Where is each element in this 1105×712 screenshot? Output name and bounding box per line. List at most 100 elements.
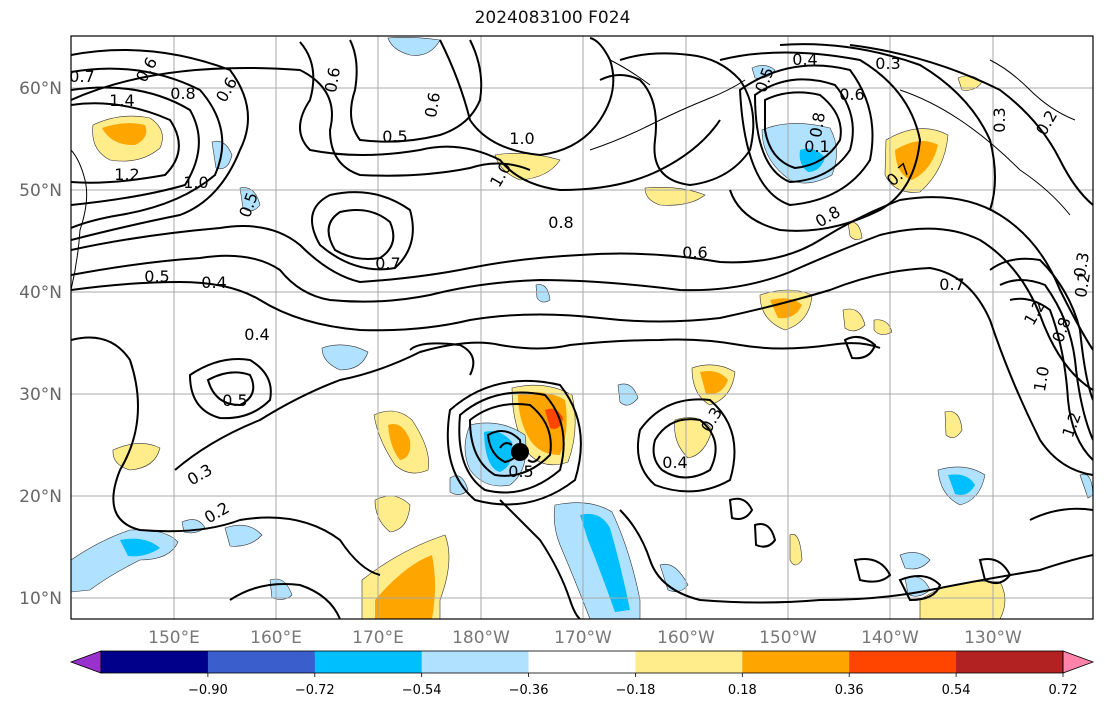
contour-label: 0.3 xyxy=(184,460,216,489)
contour-line xyxy=(71,86,200,206)
warm-anomaly-patch xyxy=(873,319,893,335)
coastline xyxy=(899,89,1071,216)
contour-line xyxy=(898,575,942,602)
contour-label: 0.6 xyxy=(839,85,864,104)
warm-anomaly-patch xyxy=(700,371,728,395)
contour-label: 1.2 xyxy=(1020,297,1049,329)
graticule xyxy=(71,36,1093,619)
coastline xyxy=(609,59,651,86)
contour-line xyxy=(311,191,414,271)
contour-label: 0.6 xyxy=(321,66,344,94)
contour-line xyxy=(753,523,777,548)
lat-label: 20°N xyxy=(19,487,62,507)
contour-label: 0.2 xyxy=(201,498,233,527)
contour-label: 0.5 xyxy=(382,127,407,146)
contour-label: 0.3 xyxy=(875,54,900,73)
lon-label: 170°E xyxy=(352,628,404,648)
cold-anomaly-patch xyxy=(239,187,261,212)
contour-label: 0.3 xyxy=(990,107,1009,132)
anomaly-shading xyxy=(71,37,1093,619)
contour-label: 1.2 xyxy=(114,165,139,184)
tropical-cyclone-icon xyxy=(499,442,541,463)
colorbar-extend-low xyxy=(69,650,102,674)
contour-line xyxy=(71,336,381,576)
contour-label: 0.8 xyxy=(806,111,829,139)
lon-label: 150°E xyxy=(148,628,200,648)
contour-line xyxy=(71,67,531,177)
contour-line xyxy=(738,64,874,207)
cold-anomaly-patch xyxy=(449,475,469,495)
contour-label: 0.7 xyxy=(69,67,94,86)
contour-label: 0.4 xyxy=(244,325,269,344)
warm-anomaly-patch xyxy=(789,534,803,566)
contour-line xyxy=(652,418,717,479)
contour-label: 0.4 xyxy=(201,273,226,292)
contour-label: 1.0 xyxy=(183,173,208,192)
cold-anomaly-patch xyxy=(387,37,441,56)
contour-line xyxy=(71,266,1093,476)
contour-line xyxy=(349,39,483,143)
colorbar-tick-label: −0.18 xyxy=(616,683,656,698)
colorbar-tick-label: 0.54 xyxy=(942,683,971,698)
contour-label: 1.4 xyxy=(109,91,134,110)
contour-label: 0.2 xyxy=(1032,107,1061,139)
contour-line xyxy=(499,499,581,619)
contour-labels: 0.60.71.4 0.8 0.6 0.61.2 1.00.50.5 1.00.60.4 0… xyxy=(69,50,1094,527)
cold-anomaly-patch xyxy=(120,538,160,557)
contour-label: 0.7 xyxy=(375,254,400,273)
colorbar-tick-label: −0.54 xyxy=(402,683,442,698)
coastline xyxy=(989,59,1076,121)
contour-line xyxy=(1009,297,1093,461)
cold-anomaly-patch xyxy=(224,524,263,547)
cold-anomaly-patch xyxy=(899,552,931,570)
colorbar-segment xyxy=(207,651,316,673)
colorbar-segment xyxy=(101,651,209,673)
contour-line xyxy=(764,91,842,170)
contour-line xyxy=(229,583,341,619)
cold-anomaly-patch xyxy=(580,513,630,612)
contour-label: 0.6 xyxy=(682,243,707,262)
warm-anomaly-patch xyxy=(770,298,802,319)
cold-anomaly-patch xyxy=(948,474,975,495)
contour-line xyxy=(446,379,582,506)
contour-line xyxy=(719,51,922,232)
contour-label: 0.1 xyxy=(804,137,829,156)
lon-label: 160°W xyxy=(657,628,715,648)
contour-line xyxy=(728,497,754,520)
contour-label: 1.0 xyxy=(509,129,534,148)
contour-label: 0.4 xyxy=(792,50,817,69)
warm-anomaly-patch xyxy=(112,443,161,471)
contour-line xyxy=(174,338,881,471)
contour-line xyxy=(188,358,272,420)
contour-line xyxy=(843,335,877,360)
cold-anomaly-patch xyxy=(617,383,639,406)
contour-line xyxy=(619,509,1093,604)
lat-label: 30°N xyxy=(19,385,62,405)
cold-anomaly-patch xyxy=(1079,473,1093,499)
contour-line xyxy=(779,43,996,211)
lat-label: 40°N xyxy=(19,283,62,303)
contour-label: 0.4 xyxy=(662,453,687,472)
contour-line xyxy=(71,196,1093,351)
lon-label: 160°E xyxy=(250,628,302,648)
warm-anomaly-patch xyxy=(545,408,563,429)
contour-line xyxy=(599,52,755,187)
contour-label: 0.3 xyxy=(1070,251,1093,279)
coastline xyxy=(589,79,746,151)
cold-anomaly-patch xyxy=(269,578,293,600)
contour-label: 0.8 xyxy=(170,84,195,103)
colorbar-segment xyxy=(849,651,957,673)
contour-line xyxy=(71,227,1093,391)
colorbar-tick-label: −0.90 xyxy=(188,683,228,698)
contour-line xyxy=(409,342,475,376)
contour-line xyxy=(439,37,615,157)
colorbar-segment xyxy=(528,651,636,673)
contour-line xyxy=(71,49,249,241)
colorbar-segment xyxy=(421,651,530,673)
colorbar-segment xyxy=(314,651,423,673)
coastlines xyxy=(71,59,1076,291)
contour-line xyxy=(849,44,1093,206)
contour-line xyxy=(299,41,721,192)
colorbar-tick-label: 0.72 xyxy=(1049,683,1078,698)
